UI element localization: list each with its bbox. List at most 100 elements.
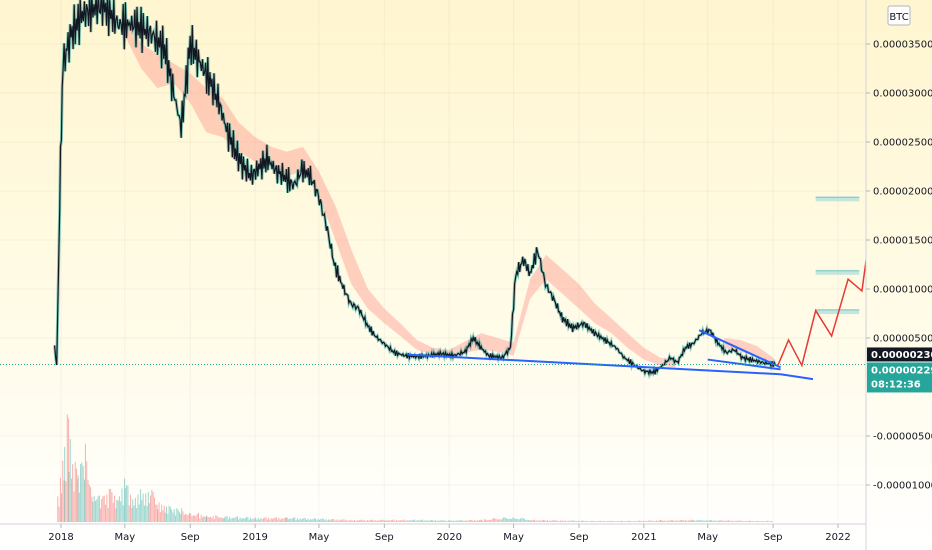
target-level-band [815,269,860,275]
time-axis-tick-label: Sep [181,532,200,543]
price-axis-tick-label: 0.00001000 [873,285,932,296]
volume-bar [221,518,223,522]
volume-bar [731,520,733,522]
volume-bar [559,520,561,522]
target-level-band [815,309,860,315]
volume-bar [222,518,224,522]
volume-bar [381,519,383,522]
volume-bar [419,520,421,522]
volume-bar [87,480,89,522]
volume-bar [730,521,732,522]
volume-bar [59,477,61,522]
volume-bar [449,520,451,522]
price-axis[interactable]: 0.00003500 0.00003000 0.00002500 0.00002000… [866,40,932,492]
currency-badge[interactable]: BTC [887,5,911,26]
volume-bar [289,518,291,522]
volume-bar [188,512,190,522]
volume-bar [86,461,88,522]
volume-bar [576,521,578,522]
volume-bar [261,519,263,522]
volume-bar [338,519,340,522]
volume-bar [481,519,483,522]
volume-bar [711,519,713,522]
time-axis-tick-label: Sep [764,532,783,543]
cloud-segment [513,279,531,356]
volume-bar [735,521,737,522]
volume-bar [562,520,564,522]
volume-bar [631,521,633,522]
volume-bar [356,519,358,522]
volume-bar [253,518,255,522]
volume-bar [360,519,362,522]
volume-bar [410,520,412,522]
volume-bar [696,520,698,522]
volume-bar [460,520,462,522]
volume-bar [412,519,414,522]
volume-bar [233,518,235,522]
time-axis[interactable]: 2018 May Sep 2019 May Sep 2020 May Sep 2021 May Sep… [48,524,851,543]
volume-bar [455,520,457,522]
volume-bar [550,520,552,522]
volume-bar [178,512,180,522]
volume-bar [94,500,96,522]
volume-bar [683,520,685,522]
volume-bar [556,521,558,522]
volume-bar [715,521,717,522]
volume-bar [743,521,745,522]
volume-bar [531,520,533,522]
volume-bar [204,516,206,522]
volume-bar [516,518,518,522]
volume-bar [686,520,688,522]
volume-bar [565,520,567,522]
volume-bar [312,518,314,522]
volume-bar [216,516,218,522]
volume-bar [433,520,435,522]
volume-bar [255,517,257,522]
volume-bar [352,520,354,522]
volume-bar [421,519,423,522]
volume-bar [654,521,656,522]
volume-bar [733,521,735,522]
volume-bar [513,517,515,522]
volume-bar [117,500,119,522]
volume-bar [382,519,384,522]
volume-bar [311,519,313,522]
volume-bar [691,519,693,522]
volume-bar [390,520,392,522]
volume-bar [721,520,723,522]
volume-bar [584,521,586,522]
volume-bar [212,515,214,522]
volume-bar [239,517,241,522]
cloud-segment [643,347,661,366]
volume-bar [464,521,466,522]
cloud-segment [594,303,612,334]
volume-bar [517,518,519,522]
volume-bar [431,520,433,522]
volume-bar [333,519,335,522]
volume-bar [304,517,306,522]
volume-bar [286,517,288,522]
volume-bar [507,518,509,522]
volume-bar [479,519,481,522]
current-price-label: 0.00000229 [871,365,932,376]
volume-bar [575,520,577,522]
volume-bar [120,501,122,522]
volume-bar [58,506,60,522]
volume-bar [627,520,629,522]
volume-bar [227,519,229,522]
volume-bar [151,489,153,522]
volume-bar [553,520,555,522]
volume-bar [418,520,420,522]
volume-bar [610,520,612,522]
volume-bar [342,519,344,522]
volume-bar [514,518,516,522]
volume-bar [605,521,607,522]
vertical-gridlines [60,0,839,524]
volume-bar [143,505,145,522]
volume-bar [264,517,266,522]
volume-bar [468,520,470,522]
volume-bar [708,520,710,522]
price-axis-tick-label: 0.00001500 [873,236,932,247]
cloud-segment [481,333,498,352]
